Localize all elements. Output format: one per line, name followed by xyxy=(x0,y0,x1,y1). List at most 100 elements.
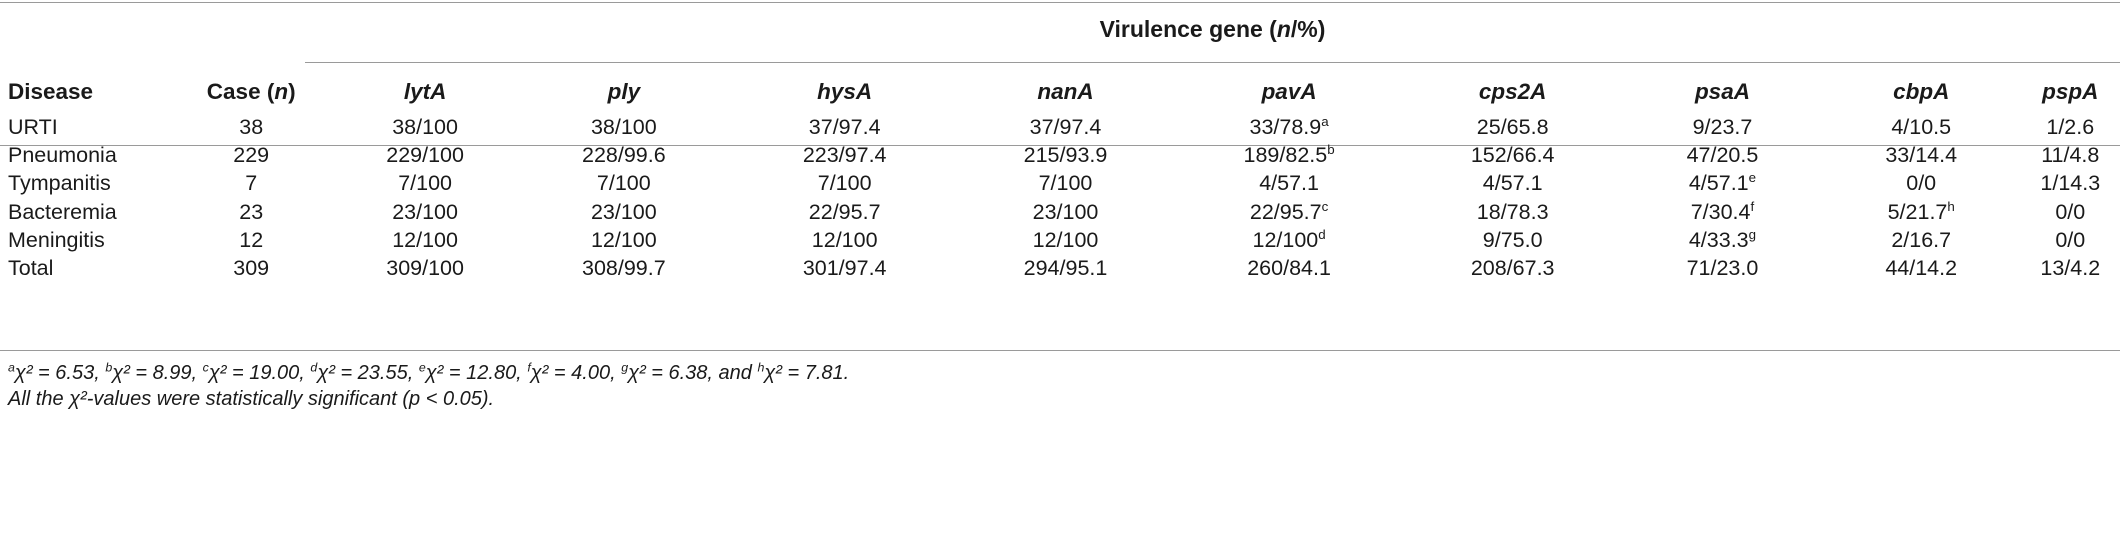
cell-value: 2/16.7 xyxy=(1891,227,1952,252)
cell-cps2a: 9/75.0 xyxy=(1402,226,1623,254)
cell-psaa: 9/23.7 xyxy=(1623,113,1822,141)
cell-case: 23 xyxy=(239,199,264,224)
chi-square-value: χ² = 23.55, xyxy=(317,362,414,384)
cell-value: 229/100 xyxy=(386,142,464,167)
cell-case: 7 xyxy=(245,171,258,196)
cell-lyta: 309/100 xyxy=(337,254,514,282)
cell-value: 228/99.6 xyxy=(581,142,666,167)
cell-lyta: 38/100 xyxy=(337,113,514,141)
cell-cbpa: 2/16.7 xyxy=(1822,226,2021,254)
footnote-marker: d xyxy=(310,360,318,375)
cell-value: 0/0 xyxy=(1906,171,1937,196)
cell-psaa: 4/57.1e xyxy=(1623,170,1822,198)
cell-value: 4/33.3 xyxy=(1688,227,1749,252)
cell-value: 223/97.4 xyxy=(802,142,887,167)
cell-lyta: 229/100 xyxy=(337,141,514,169)
cell-pspa: 11/4.8 xyxy=(2021,141,2120,169)
cell-pava: 189/82.5b xyxy=(1176,141,1402,169)
cell-cps2a: 18/78.3 xyxy=(1402,198,1623,226)
cell-ply: 228/99.6 xyxy=(513,141,734,169)
cell-value: 37/97.4 xyxy=(1029,114,1102,139)
cell-value: 12/100 xyxy=(1032,227,1099,252)
top-rule xyxy=(0,2,2120,3)
cell-value: 152/66.4 xyxy=(1470,142,1555,167)
cell-disease: Bacteremia xyxy=(8,199,117,224)
table-bottom-rule xyxy=(0,350,2120,351)
cell-value: 0/0 xyxy=(2055,227,2086,252)
footnote-marker: a xyxy=(8,360,15,375)
cell-ply: 38/100 xyxy=(513,113,734,141)
cell-value: 9/75.0 xyxy=(1482,227,1543,252)
cell-ply: 308/99.7 xyxy=(513,254,734,282)
cell-value: 4/10.5 xyxy=(1891,114,1952,139)
cell-case: 309 xyxy=(233,256,270,281)
col-header-pspa: pspA xyxy=(2042,78,2099,104)
chi-square-value: χ² = 8.99, xyxy=(112,362,198,384)
table-row: Tympanitis 7 7/100 7/100 7/100 7/100 4/57.1 4/5… xyxy=(0,170,2120,198)
cell-pava: 33/78.9a xyxy=(1176,113,1402,141)
cell-value: 12/100 xyxy=(1252,227,1319,252)
cell-pspa: 0/0 xyxy=(2021,226,2120,254)
footnote-marker: f xyxy=(1750,198,1755,214)
chi-square-value: χ² = 4.00, xyxy=(530,362,616,384)
footnote-marker: d xyxy=(1318,226,1326,242)
cell-nana: 215/93.9 xyxy=(955,141,1176,169)
cell-value: 0/0 xyxy=(2055,199,2086,224)
cell-hysa: 37/97.4 xyxy=(734,113,955,141)
cell-cbpa: 4/10.5 xyxy=(1822,113,2021,141)
cell-cbpa: 0/0 xyxy=(1822,170,2021,198)
cell-value: 4/57.1 xyxy=(1259,171,1319,196)
cell-disease: Total xyxy=(8,256,54,281)
cell-psaa: 4/33.3g xyxy=(1623,226,1822,254)
cell-hysa: 12/100 xyxy=(734,226,955,254)
cell-value: 1/2.6 xyxy=(2046,114,2095,139)
cell-value: 38/100 xyxy=(392,114,458,139)
table-row: Bacteremia 23 23/100 23/100 22/95.7 23/100 22/… xyxy=(0,198,2120,226)
col-header-psaa: psaA xyxy=(1694,78,1750,104)
cell-value: 7/100 xyxy=(817,171,872,196)
cell-value: 309/100 xyxy=(386,256,464,281)
cell-value: 11/4.8 xyxy=(2041,142,2100,167)
cell-psaa: 71/23.0 xyxy=(1623,254,1822,282)
cell-disease: Tympanitis xyxy=(8,171,111,196)
cell-cps2a: 4/57.1 xyxy=(1402,170,1623,198)
cell-value: 12/100 xyxy=(392,227,458,252)
cell-value: 38/100 xyxy=(590,114,657,139)
cell-ply: 7/100 xyxy=(513,170,734,198)
cell-value: 260/84.1 xyxy=(1247,256,1331,281)
cell-disease: Meningitis xyxy=(8,227,105,252)
cell-value: 301/97.4 xyxy=(802,256,887,281)
cell-value: 12/100 xyxy=(811,227,878,252)
table-footnotes: aχ² = 6.53, bχ² = 8.99, cχ² = 19.00, dχ²… xyxy=(8,360,849,412)
cell-value: 12/100 xyxy=(590,227,657,252)
cell-cps2a: 25/65.8 xyxy=(1402,113,1623,141)
chi-square-value: χ² = 6.53, xyxy=(14,362,100,384)
cell-value: 22/95.7 xyxy=(808,199,881,224)
footnote-marker: f xyxy=(527,360,531,375)
table-row: Meningitis 12 12/100 12/100 12/100 12/100 12/1… xyxy=(0,226,2120,254)
cell-value: 23/100 xyxy=(392,199,458,224)
cell-nana: 37/97.4 xyxy=(955,113,1176,141)
virulence-gene-table: Disease Case (n) lytA ply hysA nanA pavA… xyxy=(0,70,2120,283)
cell-pspa: 0/0 xyxy=(2021,198,2120,226)
col-header-cps2a: cps2A xyxy=(1478,78,1547,104)
cell-value: 1/14.3 xyxy=(2040,171,2101,196)
cell-case: 229 xyxy=(233,142,270,167)
table-body: URTI 38 38/100 38/100 37/97.4 37/97.4 33/78.9a… xyxy=(0,113,2120,283)
cell-value: 47/20.5 xyxy=(1686,142,1759,167)
cell-ply: 23/100 xyxy=(513,198,734,226)
cell-value: 4/57.1 xyxy=(1482,171,1543,196)
cell-value: 33/14.4 xyxy=(1885,142,1958,167)
cell-value: 23/100 xyxy=(1032,199,1099,224)
header-bottom-rule xyxy=(0,145,2120,146)
cell-value: 23/100 xyxy=(590,199,657,224)
cell-cps2a: 152/66.4 xyxy=(1402,141,1623,169)
cell-value: 208/67.3 xyxy=(1470,256,1555,281)
table-row: Pneumonia 229 229/100 228/99.6 223/97.4 215/9… xyxy=(0,141,2120,169)
virulence-gene-group-header: Virulence gene (n/%) xyxy=(1099,16,1326,42)
cell-cbpa: 44/14.2 xyxy=(1822,254,2021,282)
cell-value: 25/65.8 xyxy=(1476,114,1549,139)
cell-pspa: 1/14.3 xyxy=(2021,170,2120,198)
chi-square-value: χ² = 12.80, xyxy=(425,362,522,384)
